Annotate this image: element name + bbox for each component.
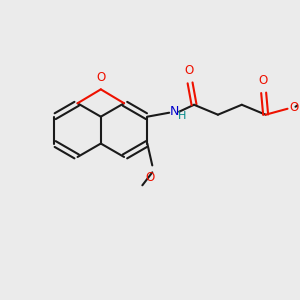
Text: O: O	[184, 64, 194, 77]
Text: O: O	[290, 101, 299, 114]
Text: O: O	[96, 71, 105, 84]
Text: N: N	[170, 105, 180, 118]
Text: H: H	[178, 111, 186, 121]
Text: O: O	[146, 171, 155, 184]
Text: O: O	[258, 74, 267, 87]
